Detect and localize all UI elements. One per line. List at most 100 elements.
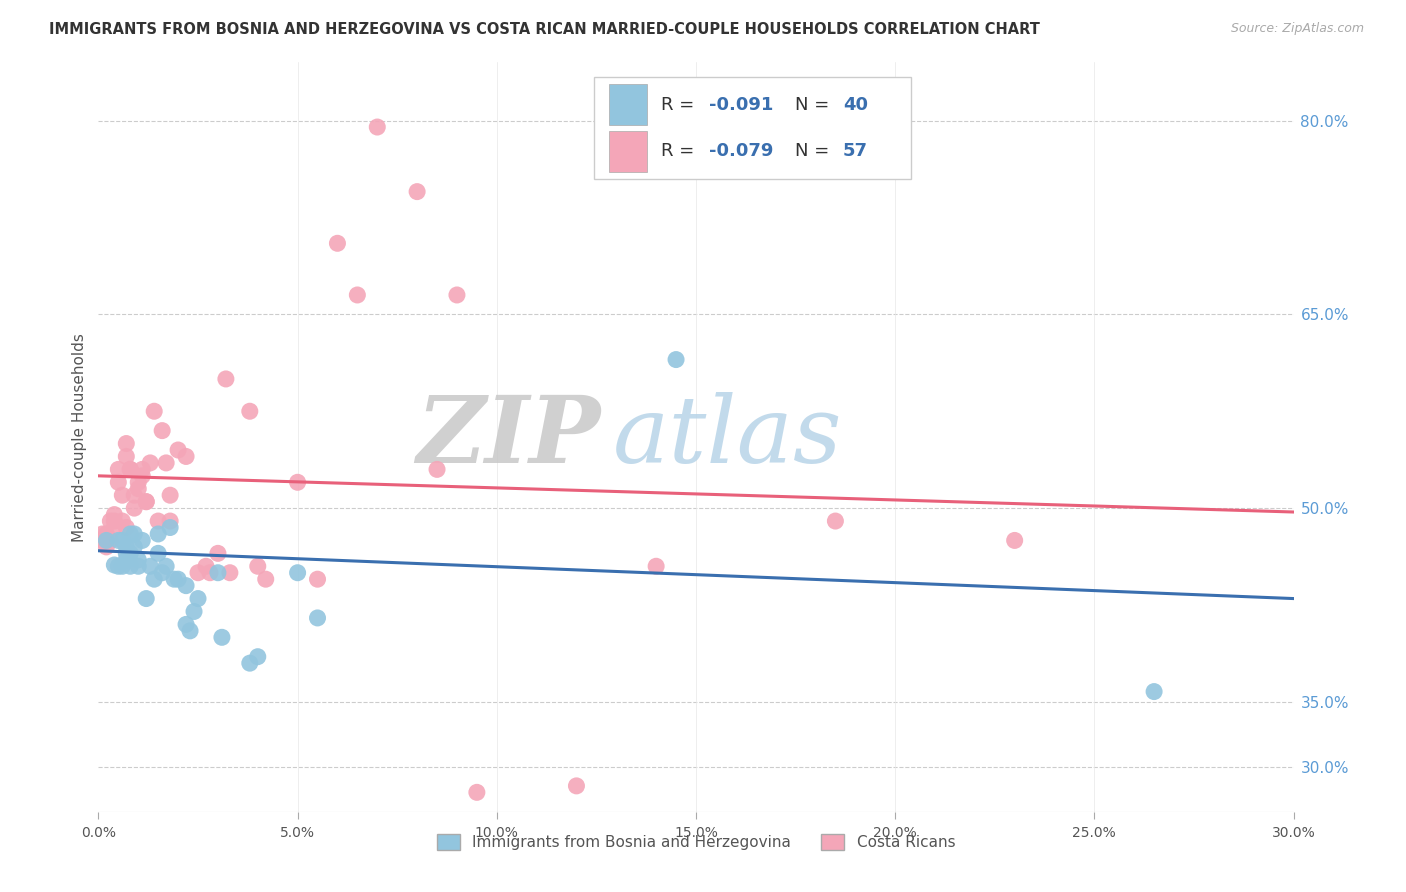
Point <box>150 424 173 438</box>
Point <box>1004 533 1026 548</box>
Point <box>96 540 118 554</box>
Text: -0.079: -0.079 <box>709 142 773 161</box>
Text: atlas: atlas <box>613 392 842 482</box>
Point <box>159 520 181 534</box>
Text: R =: R = <box>661 142 700 161</box>
Y-axis label: Married-couple Households: Married-couple Households <box>72 333 87 541</box>
Point <box>135 494 157 508</box>
Text: IMMIGRANTS FROM BOSNIA AND HERZEGOVINA VS COSTA RICAN MARRIED-COUPLE HOUSEHOLDS : IMMIGRANTS FROM BOSNIA AND HERZEGOVINA V… <box>49 22 1040 37</box>
Point <box>103 520 125 534</box>
Point <box>124 540 146 554</box>
Point <box>111 533 134 548</box>
Point <box>207 566 229 580</box>
Text: 57: 57 <box>844 142 868 161</box>
Point <box>307 611 329 625</box>
Point <box>565 779 588 793</box>
Point <box>824 514 846 528</box>
Point <box>465 785 488 799</box>
Point <box>239 404 262 418</box>
Point <box>124 501 146 516</box>
Text: N =: N = <box>796 95 835 114</box>
Point <box>103 514 125 528</box>
Point <box>174 450 197 464</box>
Point <box>124 527 146 541</box>
Point <box>346 288 368 302</box>
Point <box>96 533 118 548</box>
Point <box>179 624 201 638</box>
Point <box>143 572 166 586</box>
Point <box>96 527 118 541</box>
Point <box>219 566 242 580</box>
Point <box>131 468 153 483</box>
Point <box>120 527 142 541</box>
Point <box>115 540 138 554</box>
Point <box>426 462 449 476</box>
Point <box>150 566 173 580</box>
Point <box>187 566 209 580</box>
Text: -0.091: -0.091 <box>709 95 773 114</box>
Point <box>159 514 181 528</box>
Point <box>665 352 688 367</box>
Point <box>287 475 309 490</box>
Point <box>139 559 162 574</box>
Point <box>645 559 668 574</box>
Point <box>127 553 149 567</box>
Point <box>187 591 209 606</box>
Point <box>103 558 125 572</box>
Point <box>98 514 122 528</box>
Point <box>163 572 186 586</box>
FancyBboxPatch shape <box>609 84 647 126</box>
Point <box>254 572 277 586</box>
Point <box>124 488 146 502</box>
Point <box>111 559 134 574</box>
Point <box>107 462 129 476</box>
Point <box>207 546 229 560</box>
Point <box>307 572 329 586</box>
Text: 40: 40 <box>844 95 868 114</box>
Point <box>127 482 149 496</box>
Point <box>159 488 181 502</box>
Point <box>174 579 197 593</box>
Point <box>446 288 468 302</box>
Point <box>148 546 170 560</box>
Text: N =: N = <box>796 142 835 161</box>
Point <box>111 488 134 502</box>
Text: Source: ZipAtlas.com: Source: ZipAtlas.com <box>1230 22 1364 36</box>
Point <box>131 462 153 476</box>
Point <box>366 120 388 134</box>
Point <box>406 185 429 199</box>
Point <box>127 559 149 574</box>
Point <box>198 566 221 580</box>
Point <box>98 533 122 548</box>
Point <box>287 566 309 580</box>
Point <box>195 559 218 574</box>
FancyBboxPatch shape <box>609 130 647 172</box>
Point <box>183 605 205 619</box>
Point <box>143 404 166 418</box>
Point <box>115 553 138 567</box>
Point <box>107 559 129 574</box>
Point <box>167 572 190 586</box>
Point <box>167 442 190 457</box>
Point <box>148 527 170 541</box>
Point <box>155 456 177 470</box>
Legend: Immigrants from Bosnia and Herzegovina, Costa Ricans: Immigrants from Bosnia and Herzegovina, … <box>430 829 962 856</box>
Point <box>115 450 138 464</box>
Point <box>115 436 138 450</box>
Point <box>135 494 157 508</box>
Point <box>111 514 134 528</box>
Point <box>326 236 349 251</box>
Point <box>211 630 233 644</box>
Point <box>115 546 138 560</box>
Text: ZIP: ZIP <box>416 392 600 482</box>
Point <box>246 649 269 664</box>
Point <box>127 475 149 490</box>
Point <box>131 533 153 548</box>
Point <box>120 546 142 560</box>
Point <box>215 372 238 386</box>
Point <box>135 591 157 606</box>
Text: R =: R = <box>661 95 700 114</box>
FancyBboxPatch shape <box>595 78 911 178</box>
Point <box>107 533 129 548</box>
Point <box>115 520 138 534</box>
